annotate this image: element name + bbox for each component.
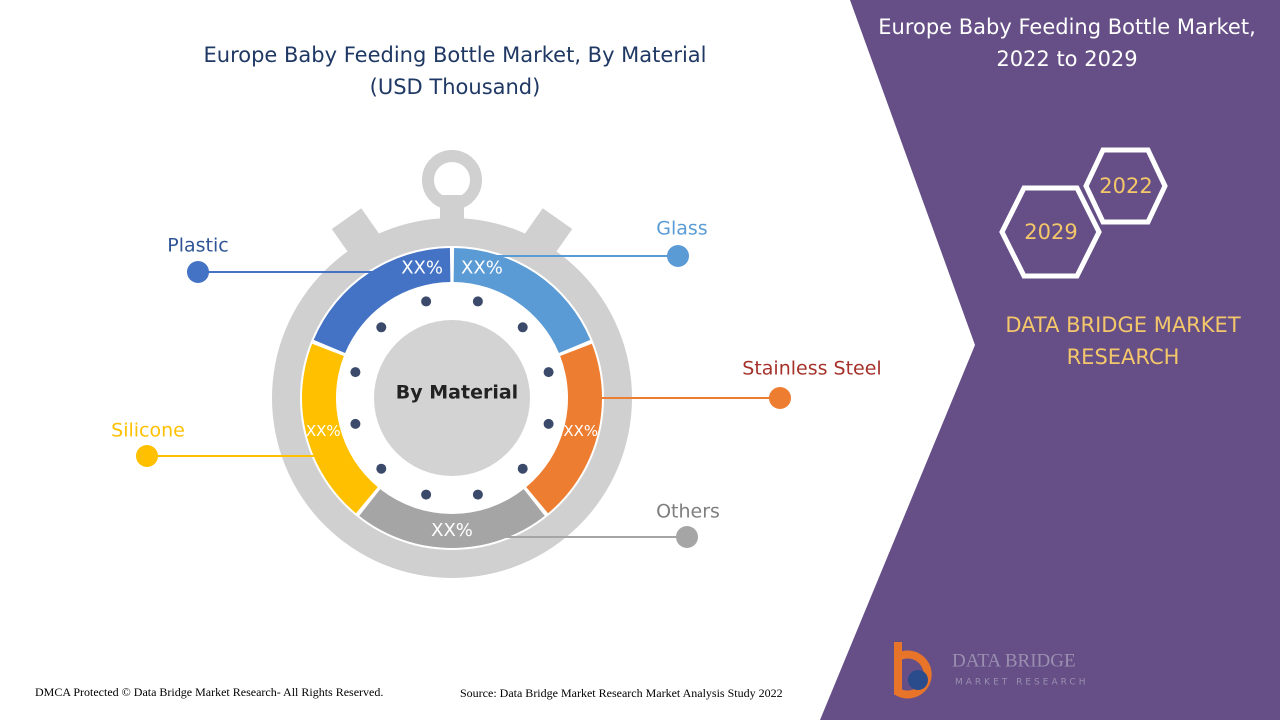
segment-arc [359,489,545,548]
segment-name: Plastic [167,235,228,257]
hexagon [1083,147,1168,225]
brand: DATA BRIDGE MARKET [1005,313,1240,337]
side-panel [820,0,1280,720]
hexagon [999,185,1102,279]
logo-name: DATA BRIDGE [952,650,1076,671]
callout-dot [136,445,158,467]
segment-arc [526,343,602,514]
callout-dot [676,526,698,548]
dial-dot [517,463,528,474]
panel-title: Europe Baby Feeding Bottle Market, [878,15,1256,39]
year-start: 2022 [1099,174,1152,198]
segment-name: Others [656,501,720,523]
copyright: DMCA Protected © Data Bridge Market Rese… [35,685,383,699]
callouts: Plastic XX% Glass XX% Stainless Steel XX% Othe… [111,218,882,548]
callout-dot [769,387,791,409]
dial-dots [350,296,554,500]
source: Source: Data Bridge Market Research Mark… [460,686,783,700]
dial-dot [376,322,387,333]
logo [894,642,932,699]
dial-dot [350,367,361,378]
segment-name: Silicone [111,420,185,442]
dial-dot [472,296,483,307]
segment-value: XX% [461,257,503,278]
segment-arc [313,248,451,354]
callout-dot [667,245,689,267]
panel-subtitle: 2022 to 2029 [996,47,1137,71]
callout-dot [187,261,209,283]
segment-name: Stainless Steel [742,358,881,380]
dial-dot [517,322,528,333]
center-label: By Material [396,382,518,404]
ring [302,248,602,548]
dial-dot [472,489,483,500]
segment-arc [302,343,378,514]
segment-name: Glass [656,218,707,240]
dial-dot [421,489,432,500]
dial-dot [543,367,554,378]
logo-tagline: MARKET RESEARCH [955,678,1088,688]
segment-value: XX% [431,520,473,541]
segment-value: XX% [563,422,598,440]
center-disc [374,320,530,476]
dial-dot [376,463,387,474]
segment-value: XX% [306,422,341,440]
segment-arc [453,248,591,354]
subtitle: (USD Thousand) [370,75,541,99]
title: Europe Baby Feeding Bottle Market, By Ma… [204,43,707,67]
dial-dot [421,296,432,307]
segment-value: XX% [401,257,443,278]
brand: RESEARCH [1067,345,1180,369]
year-end: 2029 [1024,220,1077,244]
dial-dot [350,418,361,429]
dial-dot [543,418,554,429]
